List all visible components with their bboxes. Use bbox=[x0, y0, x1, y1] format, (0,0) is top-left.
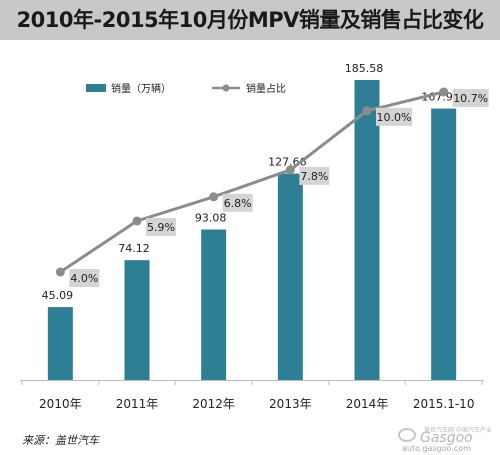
bar bbox=[47, 307, 73, 380]
watermark-url: auto.gasgoo.com bbox=[402, 444, 471, 453]
legend-line-label: 销量占比 bbox=[246, 82, 286, 95]
line-series: 4.0% 5.9% 6.8% 7.8% 10.0% 10.7% bbox=[55, 87, 489, 287]
globe-icon bbox=[398, 428, 416, 442]
line-point bbox=[285, 165, 295, 175]
line-value-label: 5.9% bbox=[147, 221, 175, 234]
legend-bar-label: 销量（万辆） bbox=[111, 82, 171, 95]
chart-title: 2010年-2015年10月份MPV销量及销售占比变化 bbox=[16, 8, 484, 32]
line-value-label: 10.0% bbox=[377, 111, 412, 124]
x-tick-label: 2014年 bbox=[346, 397, 389, 411]
line-point bbox=[132, 216, 142, 226]
x-tick-label: 2012年 bbox=[192, 397, 235, 411]
line-label-box bbox=[299, 166, 330, 185]
line-label-box bbox=[146, 217, 176, 236]
line-label-box bbox=[452, 89, 489, 107]
line-path bbox=[59, 90, 445, 274]
legend-bar-swatch bbox=[86, 84, 106, 92]
bar-value-label: 45.09 bbox=[42, 289, 74, 302]
line-value-label: 4.0% bbox=[70, 272, 98, 285]
bar-value-label: 93.08 bbox=[195, 212, 227, 225]
bar bbox=[354, 80, 380, 380]
bar bbox=[201, 229, 227, 380]
line-value-label: 6.8% bbox=[224, 197, 252, 210]
title-bar: 2010年-2015年10月份MPV销量及销售占比变化 bbox=[0, 0, 500, 40]
x-tick-label: 2015.1-10 bbox=[413, 397, 475, 411]
source-note: 来源：盖世汽车 bbox=[22, 434, 99, 447]
line-point bbox=[55, 267, 65, 277]
line-label-box bbox=[69, 269, 100, 287]
legend-line-marker bbox=[222, 84, 230, 92]
x-tick-label: 2013年 bbox=[269, 397, 312, 411]
legend: 销量（万辆） 销量占比 bbox=[86, 82, 286, 95]
line-point bbox=[362, 106, 372, 116]
line-label-box bbox=[376, 107, 412, 126]
bar-value-label: 185.58 bbox=[345, 62, 384, 75]
watermark-cn: 盖世汽车网 中国汽车产业 bbox=[424, 427, 492, 434]
watermark-brand: Gasgoo bbox=[420, 430, 473, 446]
bar bbox=[277, 173, 303, 380]
bar-value-label: 74.12 bbox=[118, 242, 150, 255]
x-axis: 2010年 2011年 2012年 2013年 2014年 2015.1-10 bbox=[20, 380, 484, 411]
bar bbox=[124, 260, 150, 380]
watermark-logo: 盖世汽车网 中国汽车产业 Gasgoo auto.gasgoo.com bbox=[398, 425, 494, 453]
line-label-box bbox=[222, 193, 253, 212]
x-tick-label: 2010年 bbox=[39, 397, 82, 411]
line-point bbox=[439, 87, 449, 97]
line-value-label: 10.7% bbox=[453, 92, 488, 105]
x-tick-label: 2011年 bbox=[116, 397, 159, 411]
line-point bbox=[209, 192, 219, 202]
line-value-label: 7.8% bbox=[300, 170, 328, 183]
bar bbox=[431, 108, 457, 380]
